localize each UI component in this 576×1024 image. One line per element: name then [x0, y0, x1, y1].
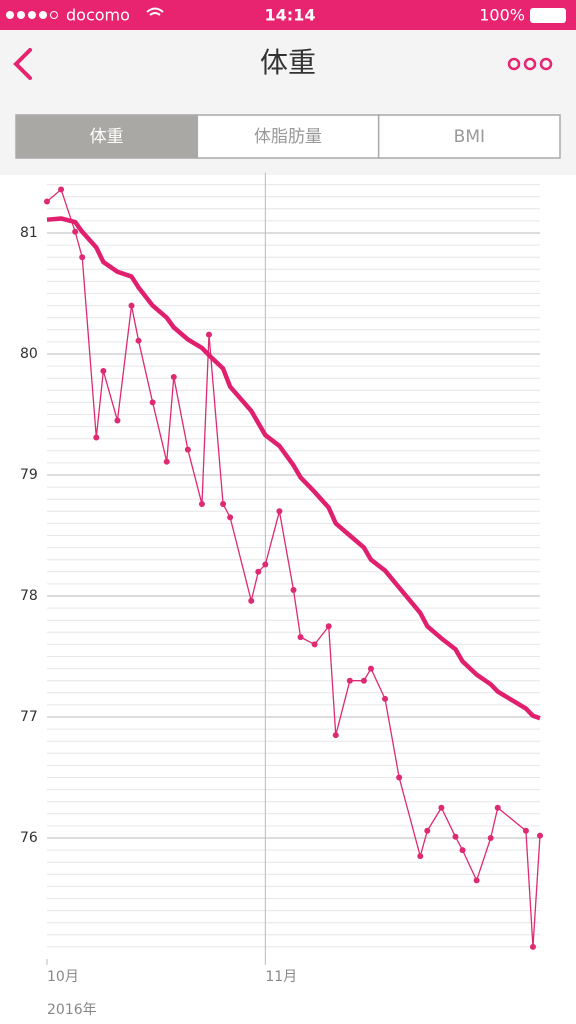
battery-text: 100% — [479, 6, 525, 25]
segment-label: 体脂肪量 — [254, 127, 322, 147]
data-point — [522, 827, 529, 834]
x-tick-label: 10月 — [47, 969, 79, 985]
y-tick-label: 77 — [20, 709, 38, 725]
data-point — [473, 877, 480, 884]
data-point — [58, 186, 65, 193]
data-point — [255, 568, 262, 575]
data-point — [346, 677, 353, 684]
data-point — [205, 331, 212, 338]
data-point — [72, 228, 79, 235]
data-point — [170, 373, 177, 380]
segmented-control: 体重 体脂肪量 BMI — [15, 114, 561, 159]
more-button[interactable] — [507, 57, 553, 71]
data-point — [248, 597, 255, 604]
data-point — [100, 367, 107, 374]
segment-label: BMI — [454, 127, 485, 147]
data-point — [332, 732, 339, 739]
y-tick-label: 76 — [20, 830, 38, 846]
data-point — [114, 417, 121, 424]
data-point — [290, 586, 297, 593]
data-point — [297, 634, 304, 641]
data-point — [135, 337, 142, 344]
wifi — [146, 7, 164, 16]
data-point — [311, 641, 318, 648]
data-point — [220, 501, 227, 508]
data-point — [128, 302, 135, 309]
data-point — [529, 943, 536, 950]
data-point — [537, 832, 543, 839]
x-tick-label: 11月 — [265, 969, 297, 985]
data-point — [184, 446, 191, 453]
data-point — [452, 833, 459, 840]
year-label: 2016年 — [47, 1002, 97, 1018]
data-point — [367, 665, 374, 672]
y-tick-label: 80 — [20, 346, 38, 362]
data-point — [163, 458, 170, 465]
title: 体重 — [260, 46, 316, 79]
clock: 14:14 — [265, 6, 316, 25]
data-point — [79, 254, 86, 261]
data-point — [360, 677, 367, 684]
battery — [530, 8, 566, 23]
carrier: docomo — [66, 6, 130, 25]
data-point — [459, 847, 466, 854]
y-tick-label: 79 — [20, 467, 38, 483]
data-point — [227, 514, 234, 521]
data-point — [396, 774, 403, 781]
data-point — [438, 804, 445, 811]
data-point — [487, 835, 494, 841]
y-tick-label: 81 — [20, 225, 38, 241]
data-point — [494, 804, 501, 811]
data-point — [276, 508, 283, 515]
signal — [6, 11, 58, 19]
data-point — [44, 198, 50, 205]
data-point — [198, 501, 205, 508]
data-point — [262, 561, 269, 568]
status-bar — [0, 0, 576, 30]
chart-bg — [0, 175, 576, 1024]
data-point — [417, 853, 424, 860]
back-button[interactable] — [13, 48, 32, 80]
chart: 76 77 78 79 80 81 10月 11月 2016年 — [20, 172, 543, 1018]
y-tick-label: 78 — [20, 588, 38, 604]
data-point — [93, 434, 100, 441]
data-point — [424, 827, 431, 834]
data-point — [382, 695, 389, 702]
segment-label: 体重 — [90, 127, 124, 147]
series-line — [46, 216, 541, 721]
data-point — [325, 623, 332, 630]
data-point — [149, 399, 156, 406]
segment[interactable] — [377, 114, 561, 159]
